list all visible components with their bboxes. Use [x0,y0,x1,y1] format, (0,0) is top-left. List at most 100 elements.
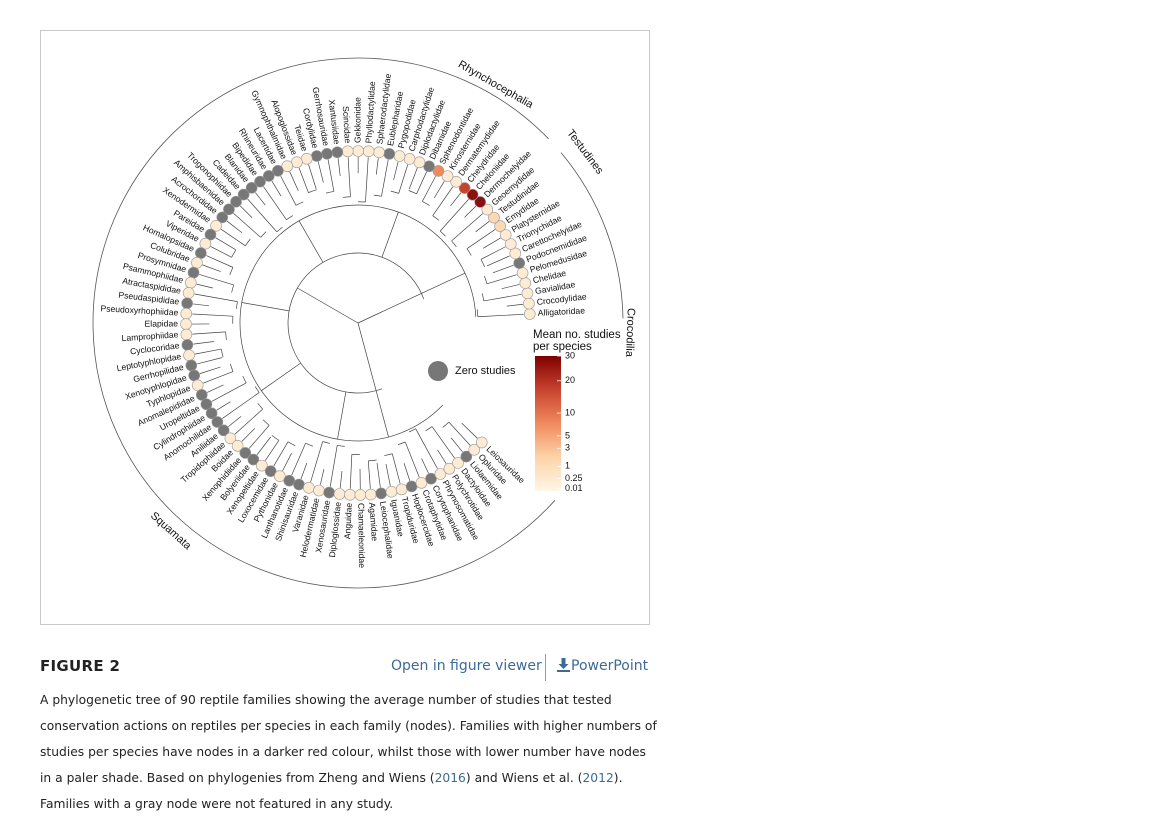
branch [210,246,232,258]
family-label: Anguidae [342,502,354,539]
branch-join [229,363,234,372]
branch [375,158,379,175]
branch [464,205,477,218]
family-node [205,407,218,420]
family-node [523,308,536,320]
branch-join [368,459,377,462]
branch-join [442,421,450,428]
open-figure-viewer[interactable]: Open in figure viewer [391,658,542,674]
family-node [191,256,203,269]
branch-join [408,428,416,433]
caption-text: ). Families with a gray node were not fe… [40,771,623,811]
branch [203,371,234,384]
family-node [180,318,192,330]
family-label: Elapidae [145,318,179,328]
family-node [223,203,235,216]
family-label: Scincidae [341,106,353,144]
family-node [432,165,445,177]
family-node [281,160,294,173]
family-node [210,219,222,232]
branch [263,186,287,220]
branch [192,331,226,335]
family-node [460,450,473,463]
branch [439,198,469,232]
branch [193,303,210,307]
family-node [494,220,506,232]
branch [206,255,234,268]
family-node [180,307,193,320]
family-node [344,489,356,501]
branch-join [390,190,399,194]
family-node [293,478,305,491]
branch [357,293,422,324]
family-label: Phyllodactylidae [363,81,377,144]
family-node [247,453,260,466]
branch [448,421,471,446]
citation-link[interactable]: 2016 [434,771,466,785]
family-node [415,477,428,489]
color-bar-label: 30 [565,350,575,360]
family-node [405,480,418,493]
family-node [231,440,244,452]
family-node [362,145,375,158]
branch-join [229,267,234,276]
branch [437,449,447,464]
branch-join [480,259,486,268]
family-node [452,457,464,469]
download-icon [557,658,570,672]
powerpoint-download[interactable]: PowerPoint [557,658,648,674]
family-node [254,175,266,188]
branch [297,287,359,324]
family-node [245,182,258,194]
branch [215,237,236,250]
family-node [321,148,333,160]
family-node [521,287,534,300]
branch [280,175,297,206]
branch [192,313,233,317]
legend-title: Mean no. studies per species [533,329,621,353]
branch-join [236,301,238,309]
family-node [224,432,237,445]
branch-join [484,275,488,284]
color-bar-label: 3 [565,443,570,453]
branch-join [408,190,417,195]
branch [376,462,381,488]
branch [310,441,324,483]
family-node [237,188,250,201]
family-node [182,287,195,299]
branch [347,157,351,197]
branch-join [286,215,293,220]
family-node [458,182,471,194]
branch-join [287,441,296,447]
citation-link[interactable]: 2012 [582,771,614,785]
family-node [262,170,275,182]
branch-join [242,375,247,384]
powerpoint-label: PowerPoint [571,658,649,674]
phylogenetic-tree: AlligatoridaeCrocodylidaeGavialidaeCheli… [92,57,637,589]
family-node [434,468,447,480]
family-node [488,211,500,224]
branch-join [466,248,472,256]
branch [298,167,309,193]
family-node [195,389,208,401]
family-node [466,188,479,201]
branch-join [305,442,314,447]
branch-join [342,196,351,198]
family-node [331,146,344,159]
family-node [509,247,522,260]
branch [194,293,238,302]
family-node [204,228,217,241]
branch-join [231,284,235,293]
branch [196,283,213,289]
color-bar-label: 5 [565,430,570,440]
color-bar-label: 0.01 [565,483,583,493]
branch [416,171,427,194]
branch [202,264,221,272]
branch [199,274,234,286]
branch-join [308,189,317,193]
figure-label: FIGURE 2 [40,657,121,675]
branch [415,428,438,469]
caption-text: ) and Wiens et al. ( [465,771,583,785]
branch [422,176,436,202]
